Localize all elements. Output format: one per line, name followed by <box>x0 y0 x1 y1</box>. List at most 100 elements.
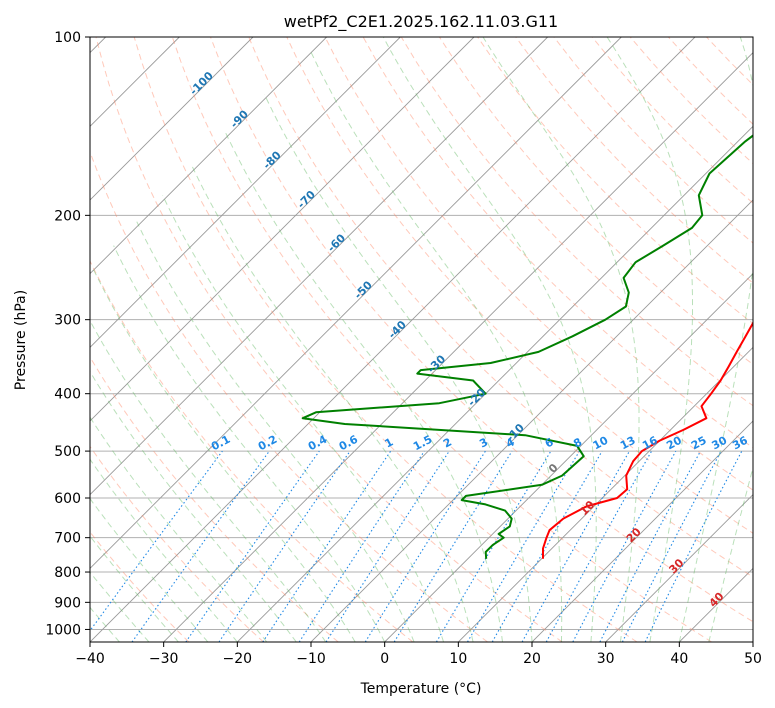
y-tick-label: 300 <box>54 313 81 329</box>
isotherm-label: -60 <box>325 231 348 254</box>
dewpoint-profile-line <box>301 134 753 559</box>
x-tick-label: 30 <box>597 651 615 667</box>
isotherm-line <box>90 37 696 642</box>
moist-adiabat-line <box>191 165 474 642</box>
mixing-ratio-label: 1 <box>383 435 396 450</box>
dry-adiabat-line <box>248 37 753 578</box>
y-tick-label: 900 <box>54 595 81 611</box>
isotherm-line <box>90 37 622 569</box>
dry-adiabat-line <box>90 259 414 642</box>
dry-adiabat-line <box>90 150 488 642</box>
dry-adiabat-line <box>95 37 563 642</box>
y-tick-label: 600 <box>54 491 81 507</box>
moist-adiabat-line <box>113 245 386 642</box>
isotherm-label: -90 <box>228 107 251 130</box>
mixing-ratio-label: 1.5 <box>411 433 434 454</box>
y-tick-label: 400 <box>54 387 81 403</box>
mixing-ratio-label: 0.2 <box>256 433 279 454</box>
isotherm-line <box>752 641 753 642</box>
isotherm-label: -100 <box>187 69 216 98</box>
mixing-ratio-line <box>185 450 320 642</box>
y-tick-label: 800 <box>54 565 81 581</box>
y-axis-ticks: 100 200 300 400 500 600 700 800 900 1000 <box>45 30 90 638</box>
mixing-ratio-label: 0.4 <box>306 433 330 454</box>
moist-adiabat-line <box>90 319 327 642</box>
moist-adiabat-line <box>90 416 268 642</box>
mixing-ratio-line <box>131 450 270 642</box>
background-lines <box>90 37 753 642</box>
moist-adiabat-line <box>90 497 209 642</box>
y-tick-label: 100 <box>54 30 81 46</box>
mixing-ratio-line <box>572 450 677 642</box>
mixing-ratio-label: 16 <box>640 434 660 453</box>
moist-adiabat-line <box>92 267 356 642</box>
mixing-ratio-line <box>467 450 580 642</box>
y-tick-label: 700 <box>54 531 81 547</box>
mixing-ratio-label: 20 <box>664 434 684 453</box>
x-tick-label: 10 <box>449 651 467 667</box>
dry-adiabat-line <box>90 445 264 642</box>
mixing-ratio-line <box>298 450 425 642</box>
isotherm-line <box>458 346 753 642</box>
moist-adiabat-line <box>136 221 415 642</box>
x-tick-label: 0 <box>380 651 389 667</box>
isotherm-line <box>90 37 254 201</box>
dry-adiabat-line <box>324 37 753 491</box>
mixing-ratio-line <box>545 450 653 642</box>
x-axis-ticks: −40 −30 −20 −10 0 10 20 30 40 50 <box>75 642 762 667</box>
moist-adiabat-line <box>263 94 533 642</box>
dry-adiabat-line <box>706 37 753 86</box>
isotherm-label: 40 <box>707 590 727 610</box>
isotherm-line <box>531 420 753 642</box>
x-tick-label: 20 <box>523 651 541 667</box>
mixing-ratio-label: 10 <box>591 434 611 453</box>
moist-adiabat-line <box>309 49 563 642</box>
mixing-ratio-line <box>393 450 513 642</box>
mixing-ratio-line <box>521 450 630 642</box>
plot-frame <box>89 36 754 643</box>
isotherm-line <box>605 494 753 642</box>
dry-adiabat-line <box>133 37 638 642</box>
dry-adiabat-line <box>553 37 753 244</box>
moist-adiabat-line <box>482 37 640 642</box>
x-axis-label: Temperature (°C) <box>360 681 482 697</box>
mixing-ratio-label: 36 <box>730 434 750 453</box>
y-tick-label: 1000 <box>45 622 81 638</box>
isotherm-label: -20 <box>465 386 488 409</box>
moist-adiabat-line <box>382 37 597 642</box>
moist-adiabat-line <box>162 195 445 642</box>
temperature-profile-line <box>542 321 753 559</box>
isotherm-line <box>90 37 548 496</box>
mixing-ratio-label: 13 <box>618 434 638 453</box>
isotherm-line <box>163 52 753 642</box>
y-axis-label: Pressure (hPa) <box>13 290 29 390</box>
x-tick-label: −20 <box>223 651 253 667</box>
mixing-ratio-label: 0.1 <box>209 433 232 454</box>
x-tick-label: 40 <box>670 651 688 667</box>
moist-adiabat-line <box>90 370 297 642</box>
mixing-ratio-line <box>644 450 743 642</box>
mixing-ratio-label: 25 <box>689 434 709 453</box>
moist-adiabat-line <box>606 37 693 642</box>
isotherm-label: -40 <box>386 318 409 341</box>
moist-adiabat-line <box>90 606 120 642</box>
dry-adiabat-line <box>90 356 339 642</box>
isotherm-line <box>90 37 401 348</box>
dry-adiabat-line <box>591 37 753 204</box>
dry-adiabat-line <box>286 37 753 534</box>
y-tick-label: 200 <box>54 208 81 224</box>
dry-adiabat-line <box>210 37 753 623</box>
isotherm-label: 20 <box>624 525 644 545</box>
moist-adiabat-line <box>90 458 238 642</box>
dry-adiabat-line <box>171 37 712 642</box>
isotherm-label: 30 <box>666 556 686 576</box>
isotherm-line <box>384 273 753 642</box>
isotherm-label: 10 <box>577 498 597 518</box>
moist-adiabat-line <box>678 37 753 642</box>
x-tick-label: −10 <box>296 651 326 667</box>
mixing-ratio-label: 30 <box>710 434 730 453</box>
mixing-ratio-label: 0.6 <box>337 433 361 454</box>
chart-title: wetPf2_C2E1.2025.162.11.03.G11 <box>284 12 558 32</box>
series-group <box>301 134 753 559</box>
